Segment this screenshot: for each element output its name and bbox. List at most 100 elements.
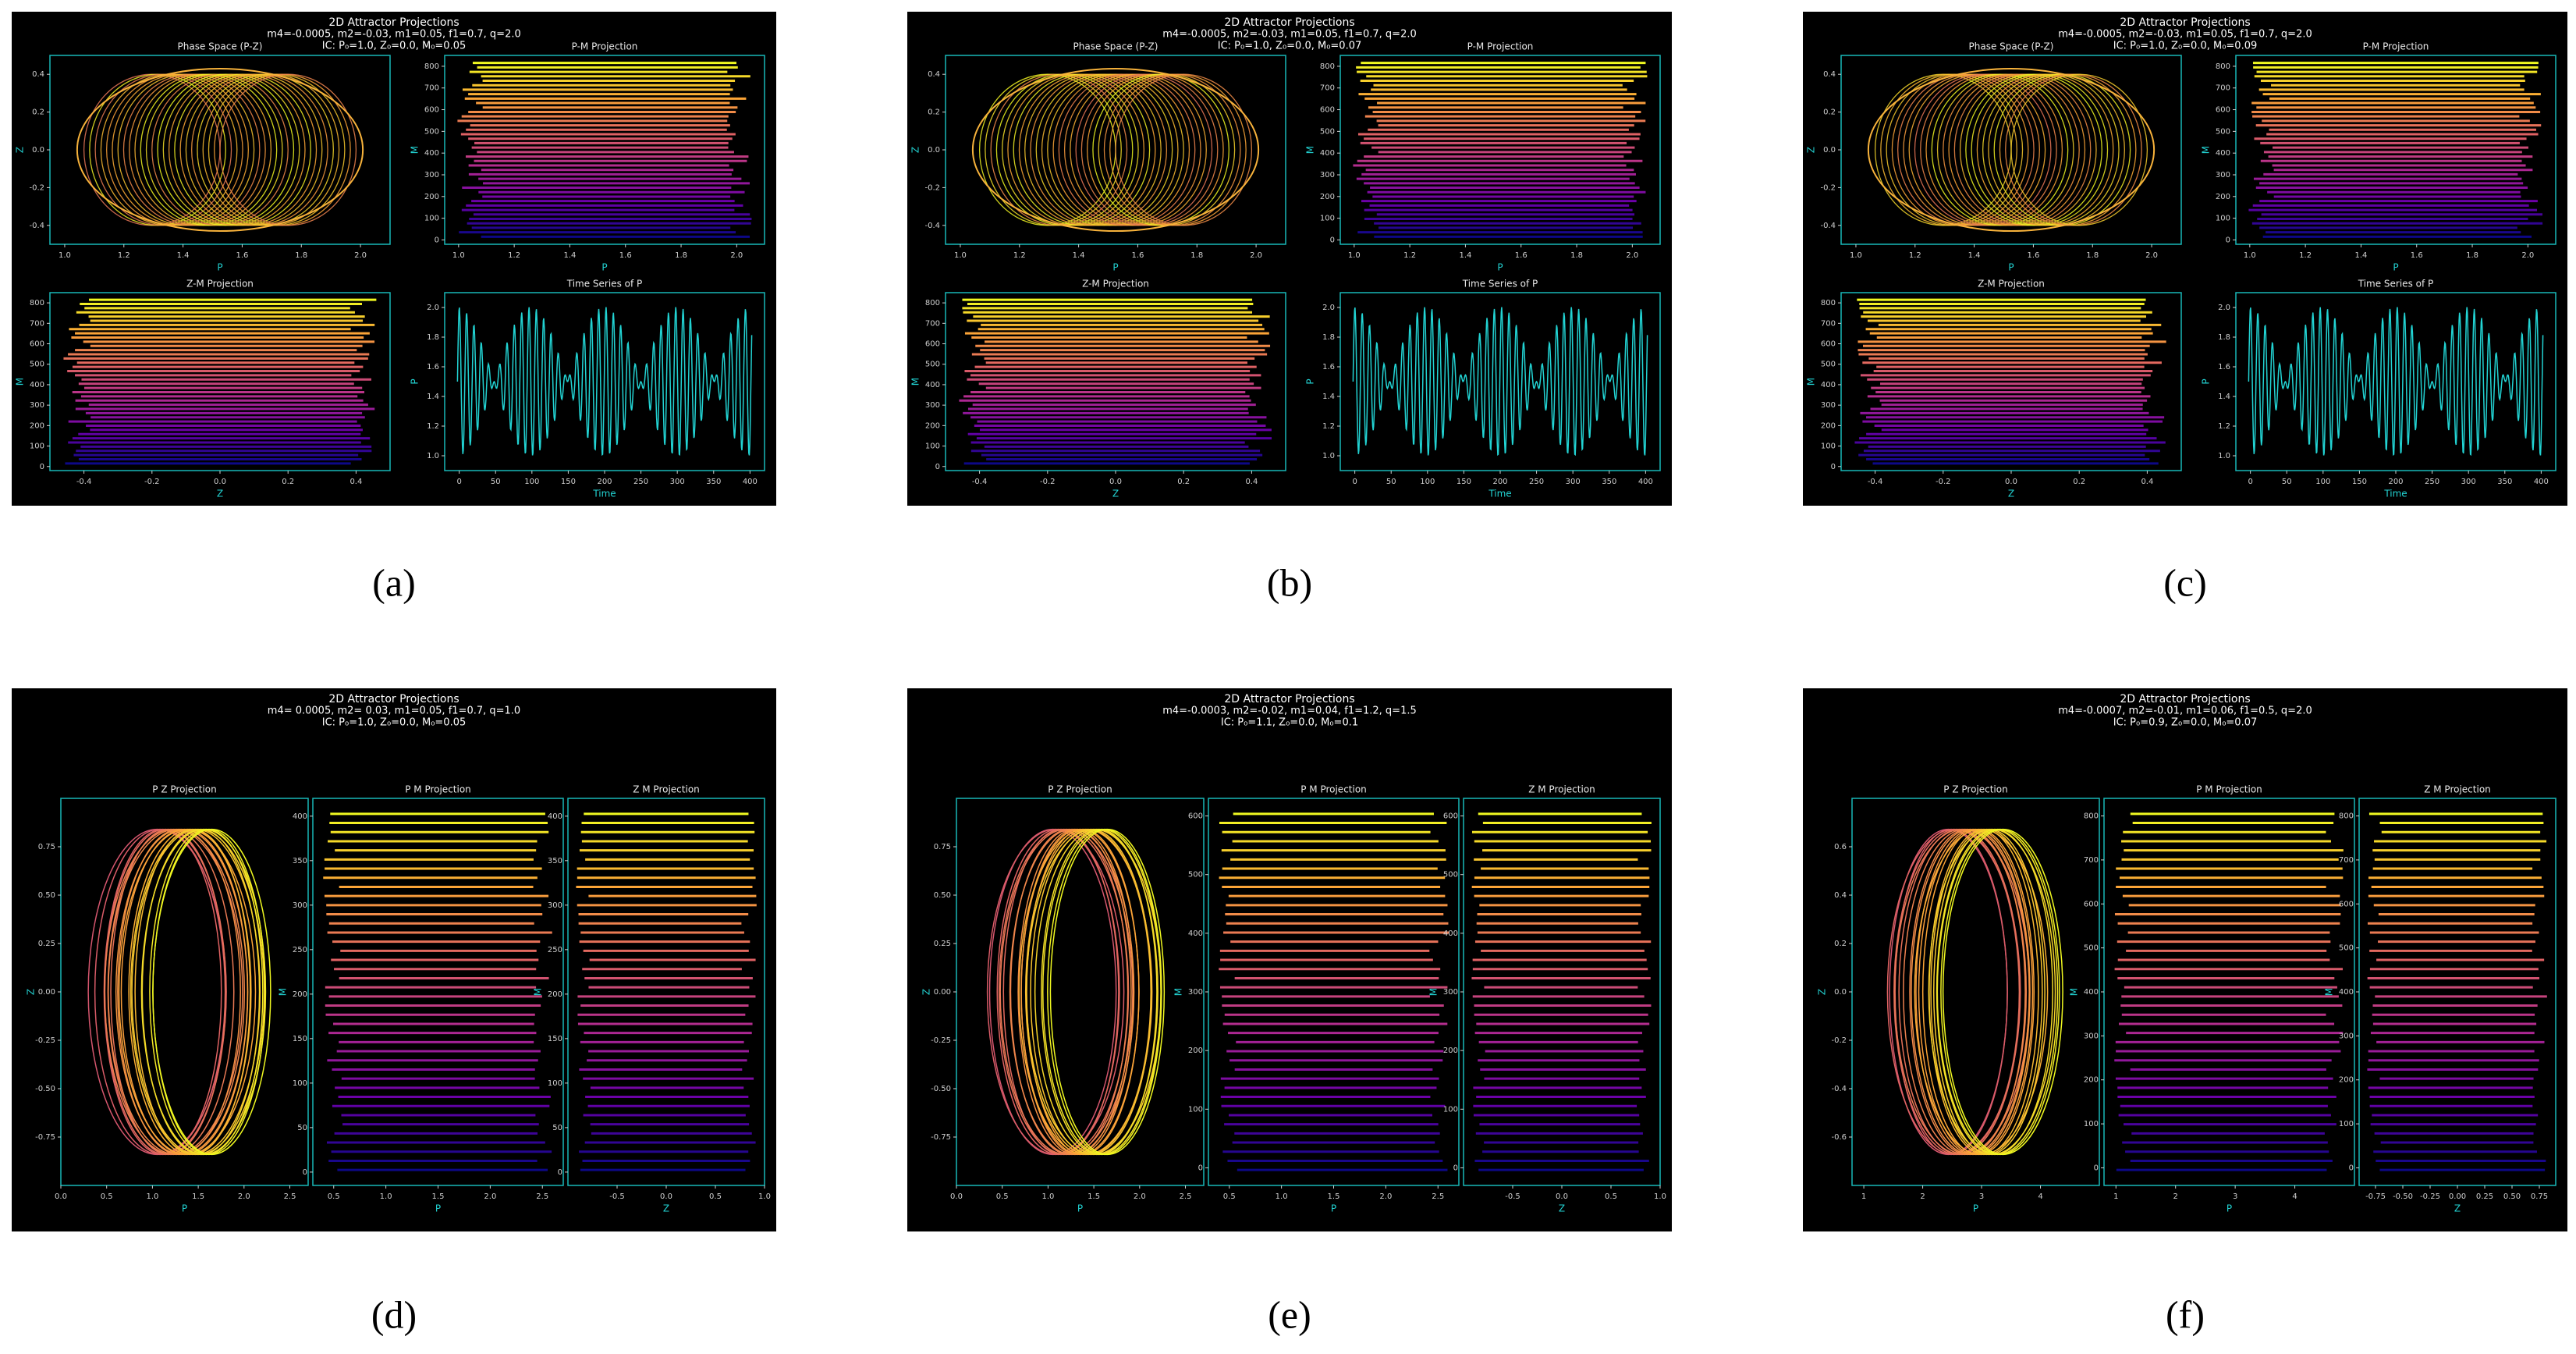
y-tick-label: -0.6 (1831, 1133, 1847, 1142)
x-tick-label: 3 (1979, 1192, 1984, 1201)
subplot-title: P M Projection (1300, 784, 1367, 795)
y-tick-label: -0.2 (1820, 183, 1836, 192)
initial-conditions: IC: P₀=1.1, Z₀=0.0, M₀=0.1 (1221, 717, 1358, 729)
y-tick-label: 100 (293, 1079, 307, 1088)
x-tick-label: 300 (1566, 478, 1581, 486)
y-tick-label: 300 (2216, 171, 2230, 179)
x-axis-label: P (2008, 262, 2014, 273)
y-tick-label: 100 (2084, 1120, 2099, 1128)
x-tick-label: -0.4 (1868, 478, 1883, 486)
y-axis-label: Z (26, 989, 37, 995)
x-tick-label: 0.5 (1223, 1192, 1236, 1201)
y-tick-label: -0.75 (35, 1133, 55, 1142)
parameters: m4=-0.0005, m2=-0.03, m1=0.05, f1=0.7, q… (1162, 29, 1417, 41)
y-tick-label: 2.0 (2218, 304, 2230, 312)
y-axis-label: M (410, 146, 420, 154)
x-tick-label: 2.0 (2521, 251, 2534, 260)
figure-title: 2D Attractor Projections (328, 693, 459, 705)
y-tick-label: 1.2 (427, 422, 439, 431)
subplot-title: Z M Projection (633, 784, 700, 795)
x-axis-label: P (435, 1203, 441, 1214)
y-tick-label: 400 (548, 812, 562, 821)
x-tick-label: 0.4 (349, 478, 362, 486)
x-tick-label: 250 (1529, 478, 1544, 486)
x-axis-label: P (1497, 262, 1503, 273)
x-tick-label: 0.5 (328, 1192, 340, 1201)
x-tick-label: 0.5 (1605, 1192, 1617, 1201)
y-tick-label: 0.75 (38, 843, 55, 851)
y-tick-label: 100 (925, 442, 940, 451)
y-tick-label: 0 (303, 1168, 307, 1177)
x-axis-label: P (601, 262, 607, 273)
y-tick-label: 1.6 (427, 363, 439, 371)
y-tick-label: -0.50 (35, 1085, 55, 1093)
x-tick-label: 50 (491, 478, 501, 486)
x-tick-label: 1.8 (675, 251, 687, 260)
x-tick-label: 0.0 (55, 1192, 67, 1201)
x-tick-label: 1.2 (2299, 251, 2312, 260)
y-tick-label: 1.2 (2218, 422, 2230, 431)
x-tick-label: 2 (2173, 1192, 2178, 1201)
x-tick-label: 0.0 (1556, 1192, 1568, 1201)
panel-label: (f) (2166, 1292, 2205, 1336)
x-tick-label: 2.5 (1180, 1192, 1192, 1201)
x-tick-label: 0.00 (2449, 1192, 2466, 1201)
x-tick-label: 0.4 (2141, 478, 2153, 486)
y-tick-label: 400 (293, 812, 307, 821)
y-tick-label: 1.8 (2218, 333, 2230, 342)
y-axis-label: M (533, 988, 544, 996)
y-tick-label: 0 (435, 236, 439, 244)
x-tick-label: 1.6 (2027, 251, 2039, 260)
x-tick-label: 0.5 (709, 1192, 722, 1201)
subplot-title: Z-M Projection (186, 279, 254, 290)
y-tick-label: 50 (297, 1124, 307, 1132)
y-tick-label: 700 (30, 319, 44, 328)
subplot-title: Z M Projection (1528, 784, 1595, 795)
y-tick-label: 500 (30, 361, 44, 369)
y-tick-label: 150 (548, 1035, 562, 1043)
x-tick-label: 1.2 (1909, 251, 1921, 260)
subplot-title: Phase Space (P-Z) (178, 41, 263, 52)
trajectory (2248, 307, 2544, 457)
x-tick-label: 1.4 (1073, 251, 1085, 260)
parameters: m4=-0.0005, m2=-0.03, m1=0.05, f1=0.7, q… (2058, 29, 2312, 41)
x-tick-label: 1.8 (1190, 251, 1203, 260)
y-tick-label: -0.2 (924, 183, 940, 192)
panel-label: (c) (2163, 560, 2207, 604)
x-tick-label: 2.0 (1379, 1192, 1392, 1201)
x-tick-label: 0.5 (996, 1192, 1009, 1201)
y-axis-label: M (1428, 988, 1439, 996)
y-axis-label: Z (1806, 147, 1817, 153)
x-tick-label: 4 (2038, 1192, 2042, 1201)
x-tick-label: 0.0 (1109, 478, 1122, 486)
subplot-title: P-M Projection (2363, 41, 2429, 52)
x-tick-label: 1.8 (295, 251, 307, 260)
x-tick-label: 0.4 (1245, 478, 1258, 486)
x-tick-label: 1 (2113, 1192, 2118, 1201)
y-tick-label: -0.4 (1820, 222, 1836, 230)
y-axis-label: M (1173, 988, 1184, 996)
y-axis-label: P (2201, 378, 2212, 384)
y-tick-label: 0.75 (934, 843, 951, 851)
y-tick-label: 200 (30, 421, 44, 430)
y-tick-label: 700 (2339, 856, 2354, 865)
x-tick-label: 150 (2352, 478, 2367, 486)
y-tick-label: 600 (1443, 812, 1458, 821)
x-tick-label: 150 (561, 478, 576, 486)
y-tick-label: 0.0 (1834, 988, 1847, 997)
trajectory (1942, 828, 2063, 1156)
subplot-title: Time Series of P (1462, 279, 1538, 290)
x-tick-label: 2.5 (536, 1192, 548, 1201)
y-tick-label: 800 (2084, 812, 2099, 821)
y-tick-label: 400 (925, 381, 940, 389)
subplot-title: Z M Projection (2424, 784, 2491, 795)
x-tick-label: 2.0 (2145, 251, 2158, 260)
x-tick-label: 50 (2282, 478, 2292, 486)
x-tick-label: 1.4 (1459, 251, 1471, 260)
subplot-title: P M Projection (405, 784, 471, 795)
x-axis-label: Z (1112, 489, 1119, 499)
x-tick-label: 1.6 (236, 251, 248, 260)
y-tick-label: 1.8 (427, 333, 439, 342)
x-axis-label: P (1112, 262, 1118, 273)
y-tick-label: 0.4 (1823, 70, 1836, 79)
